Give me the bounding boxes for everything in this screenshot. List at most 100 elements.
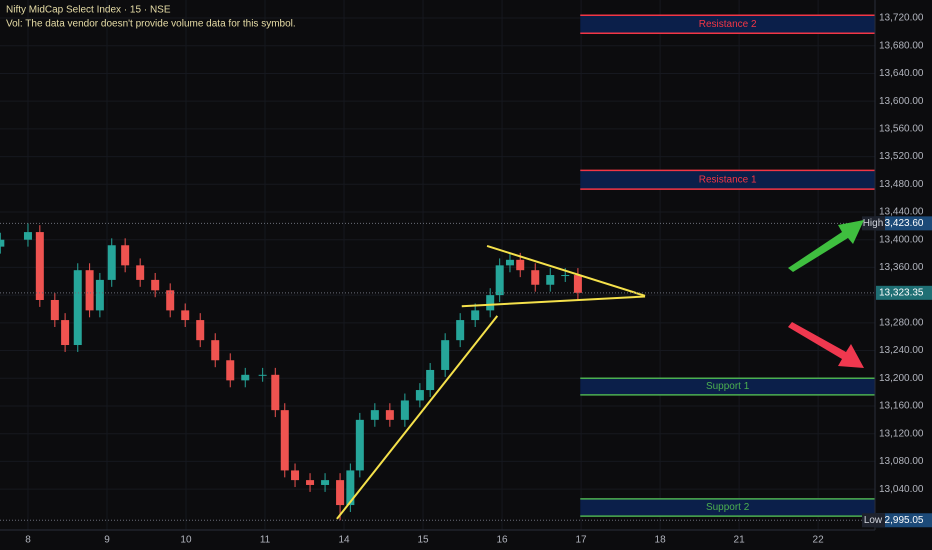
candle-body [258,374,267,376]
x-tick-label: 17 [576,535,588,546]
x-tick-label: 16 [496,535,508,546]
up-arrow [788,220,864,272]
candle-body [73,270,82,346]
x-tick-label: 15 [417,535,429,546]
candle-body [136,265,145,280]
candle-body [336,480,345,506]
candle-body [196,320,205,341]
candle-body [280,410,289,471]
candle-body [355,419,364,471]
candle-body [166,290,175,311]
candle-body [516,259,525,271]
candle-body [107,245,116,280]
y-tick-label: 13,240.00 [879,345,924,356]
x-tick-label: 11 [260,535,271,546]
candle-body [241,374,250,381]
candle-body [531,270,540,285]
price-label: 13,423.60 [879,218,924,229]
candle-body [35,232,44,300]
x-tick-label: 21 [734,535,746,546]
axes: 8 9 10 11 14 15 16 17 18 21 22 13,040.00 13,080.00 13… [25,13,932,546]
candle-body [50,299,59,321]
y-tick-label: 13,680.00 [879,40,924,51]
price-axis [875,0,932,550]
candle-body [181,310,190,321]
candle-body [61,320,70,346]
y-tick-label: 13,640.00 [879,68,924,79]
candle-body [0,239,5,247]
price-label: 12,995.05 [879,515,924,526]
price-label-box [876,513,932,528]
zone-label: Resistance 2 [699,19,757,30]
price-label-box [876,285,932,300]
candle-body [415,390,424,401]
candle-body [211,340,220,361]
plot: Resistance 2 Resistance 1 Support 1 Support… [0,14,875,521]
candle-body [486,295,495,311]
trend-line [336,315,499,520]
candle-body [385,410,394,420]
y-tick-label: 13,160.00 [879,401,924,412]
x-tick-label: 18 [655,535,667,546]
candle-body [426,369,435,391]
zone [580,170,875,190]
y-tick-label: 13,400.00 [879,234,924,245]
grid [0,0,875,530]
candle-body [471,310,480,321]
candle-body [85,270,94,311]
candle-body [573,275,582,293]
candle-body [291,470,300,481]
y-tick-label: 13,120.00 [879,428,924,439]
candle-body [151,279,160,291]
y-tick-label: 13,280.00 [879,317,924,328]
candle-body [441,340,450,370]
candle-body [226,360,235,381]
zone-label: Resistance 1 [699,174,757,185]
candle-body [400,400,409,420]
y-tick-label: 13,440.00 [879,207,924,218]
candle-body [23,232,32,240]
trend-line [486,244,646,297]
x-tick-label: 9 [104,535,110,546]
price-label: 13,323.35 [879,287,924,298]
candle-body [121,245,130,266]
candle-body [271,374,280,411]
chart-subtitle: Vol: The data vendor doesn't provide vol… [6,19,296,30]
x-tick-label: 14 [338,535,350,546]
zone-label: Support 1 [706,381,750,392]
y-tick-label: 13,480.00 [879,179,924,190]
zone [580,498,875,517]
candle-body [561,275,570,277]
price-tag: High [863,218,884,229]
candle-body [495,265,504,296]
price-label-box [876,216,932,231]
y-tick-label: 13,080.00 [879,456,924,467]
zone [580,15,875,34]
chart-title: Nifty MidCap Select Index · 15 · NSE [6,5,171,16]
y-tick-label: 13,600.00 [879,96,924,107]
y-tick-label: 13,520.00 [879,151,924,162]
candle-body [546,275,555,285]
x-tick-label: 10 [180,535,192,546]
y-tick-label: 13,560.00 [879,124,924,135]
candle-body [346,470,355,506]
y-tick-label: 13,720.00 [879,13,924,24]
y-tick-label: 13,200.00 [879,373,924,384]
zone-label: Support 2 [706,502,750,513]
price-tag: Low [864,515,883,526]
x-tick-label: 8 [25,535,31,546]
down-arrow [788,322,864,368]
zone [580,378,875,395]
candle-body [306,480,315,485]
candle-body [505,259,514,266]
price-tag-box [862,216,885,231]
y-tick-label: 13,360.00 [879,262,924,273]
candle-body [95,279,104,311]
candle-body [370,410,379,420]
trend-line [461,295,646,308]
x-tick-label: 22 [813,535,825,546]
candle-body [456,320,465,341]
candle-body [321,480,330,485]
